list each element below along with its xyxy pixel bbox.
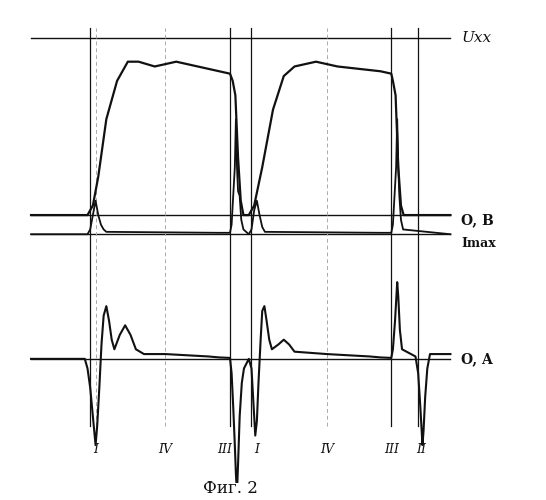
Text: IV: IV — [158, 444, 173, 456]
Text: II: II — [416, 444, 426, 456]
Text: Фиг. 2: Фиг. 2 — [203, 480, 257, 497]
Text: I: I — [93, 444, 98, 456]
Text: Uхх: Uхх — [461, 30, 491, 44]
Text: I: I — [254, 444, 259, 456]
Text: III: III — [217, 444, 232, 456]
Text: IV: IV — [320, 444, 334, 456]
Text: Imax: Imax — [461, 238, 496, 250]
Text: O, A: O, A — [461, 352, 493, 366]
Text: O, B: O, B — [461, 213, 494, 227]
Text: III: III — [384, 444, 399, 456]
